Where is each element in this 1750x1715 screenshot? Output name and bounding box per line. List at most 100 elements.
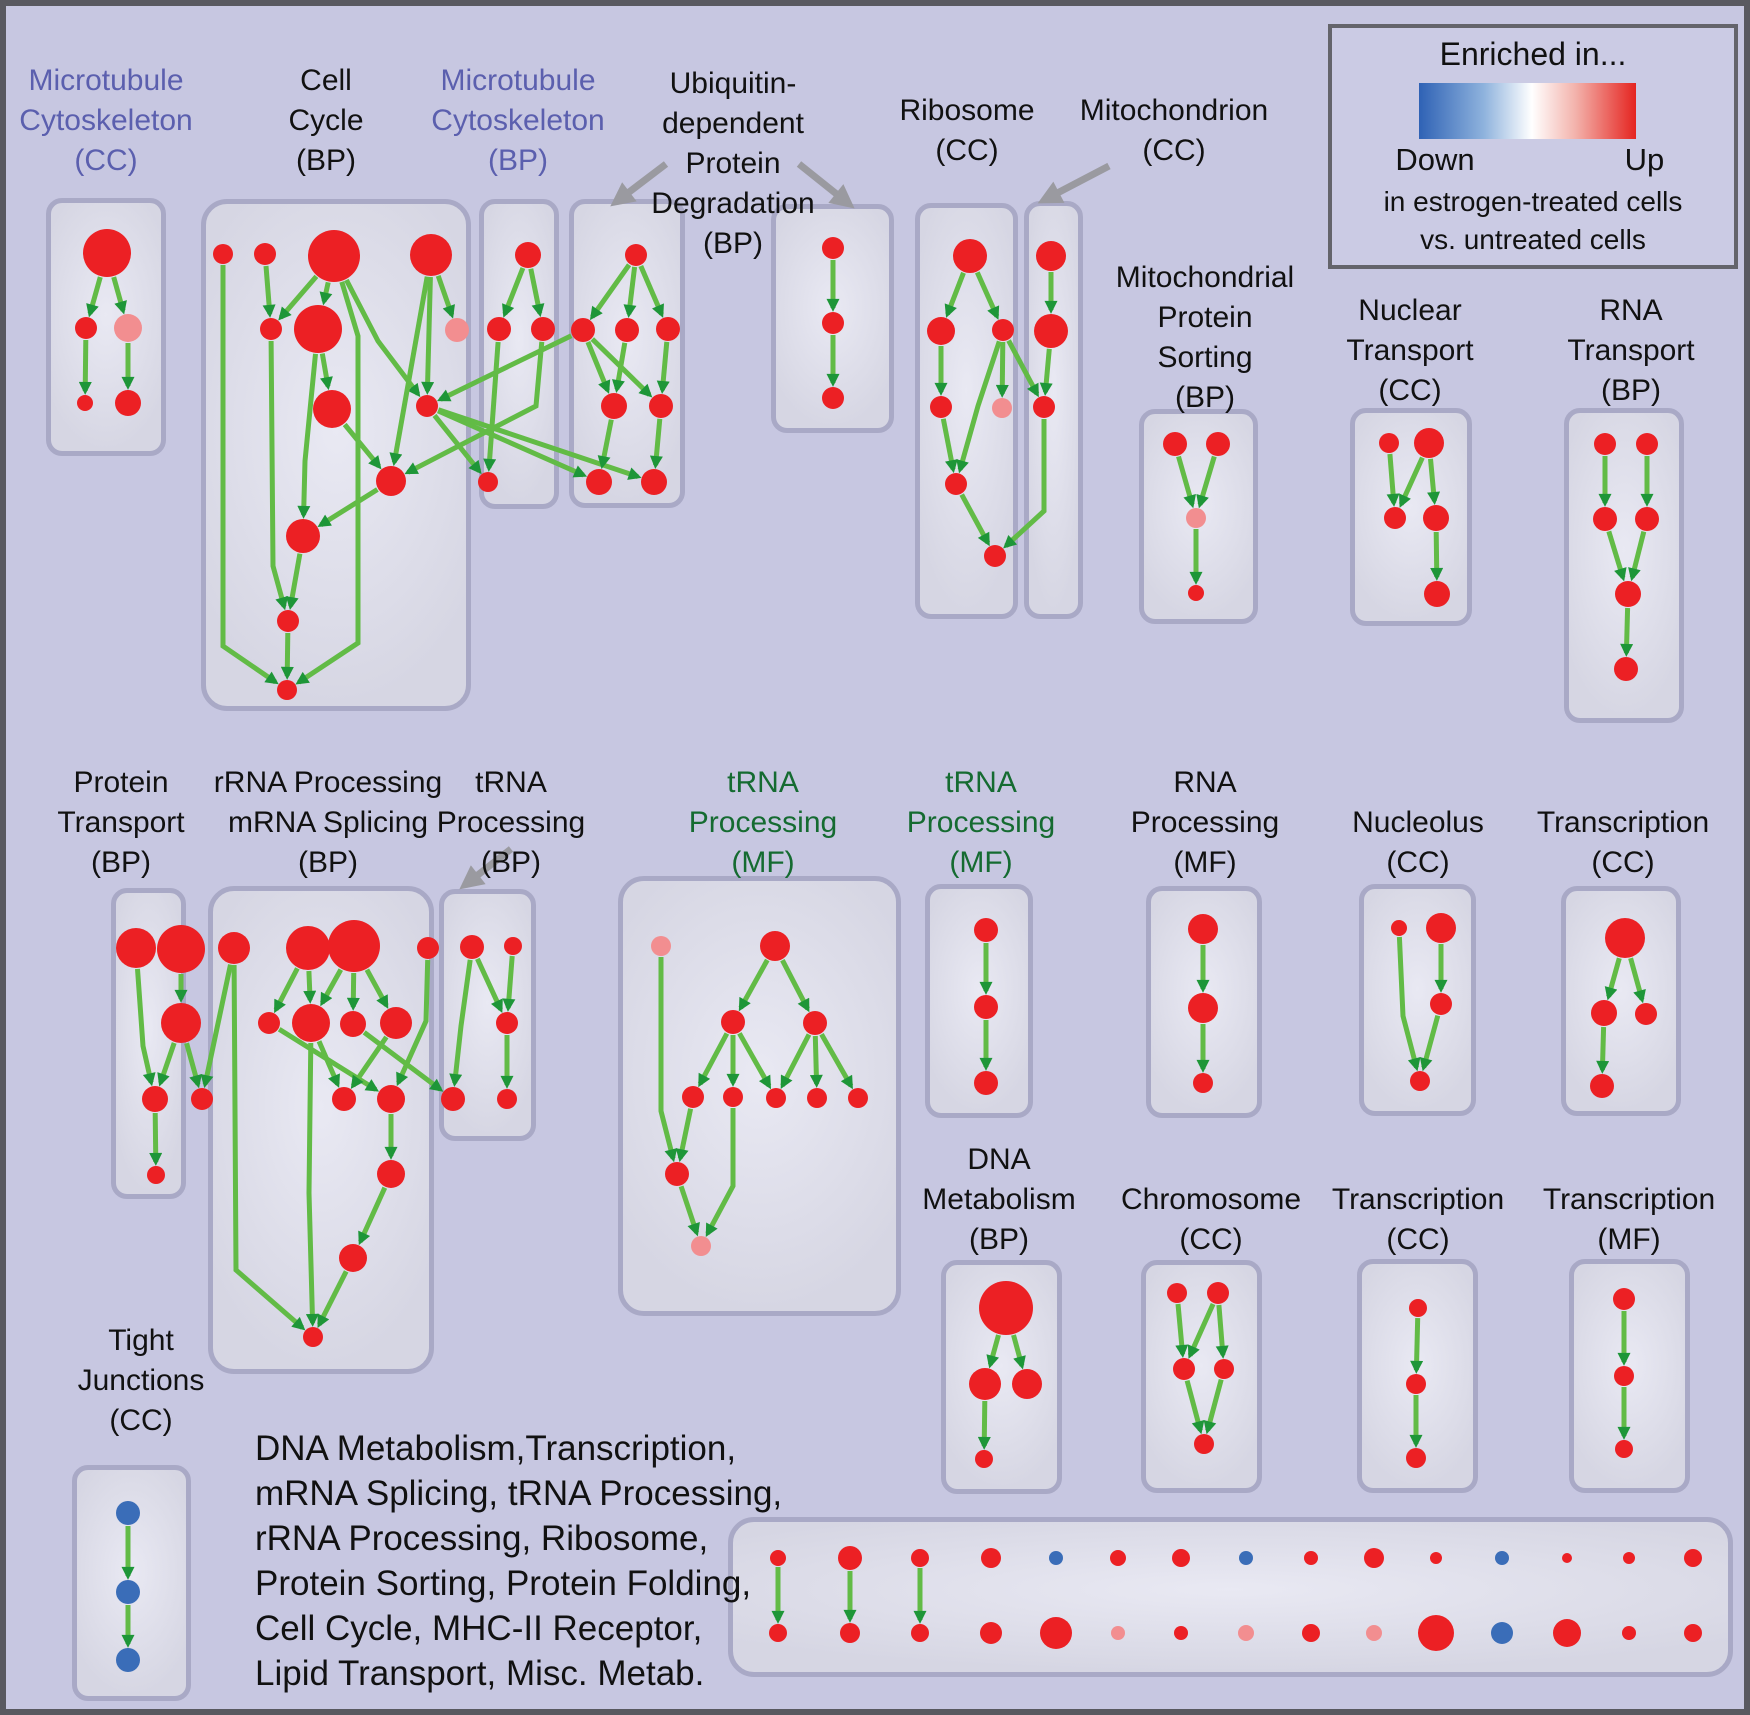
- gene-node-bb7: [1238, 1625, 1254, 1641]
- gene-node-bt1: [838, 1546, 862, 1570]
- gene-node-a4: [77, 395, 93, 411]
- edge-r1-ri: [231, 964, 306, 1331]
- gene-node-p2: [157, 925, 205, 973]
- gene-node-u5: [649, 394, 673, 418]
- gene-node-u1: [571, 318, 595, 342]
- gene-node-x1: [1036, 241, 1066, 271]
- edge-u4-u6: [597, 419, 614, 470]
- edge-r1-p5: [200, 964, 233, 1089]
- cluster-label-trna-processing-bp: tRNA Processing (BP): [436, 766, 586, 879]
- edge-uT-u2: [623, 266, 638, 318]
- gene-node-r4: [417, 937, 439, 959]
- gene-node-a5: [115, 390, 141, 416]
- gene-node-cG: [445, 318, 469, 342]
- cluster-label-ubiquitin-dependent-protein-degradation-bp: Ubiquitin- dependent Protein Degradation…: [651, 67, 815, 260]
- cluster-label-transcription-mf: Transcription (MF): [1542, 1183, 1716, 1256]
- gene-node-g2: [116, 1580, 140, 1604]
- gene-node-rb2: [292, 1004, 330, 1042]
- cluster-label-ribosome-cc: Ribosome (CC): [899, 94, 1035, 167]
- cluster-label-transcription-cc-2: Transcription (CC): [1331, 1183, 1505, 1256]
- gene-node-i2: [1591, 1000, 1617, 1026]
- edge-s2-s4: [697, 1032, 730, 1088]
- edge-a1-a3: [111, 276, 127, 315]
- gene-node-e3: [1406, 1448, 1426, 1468]
- gene-node-mK: [478, 472, 498, 492]
- gene-node-t3: [496, 1012, 518, 1034]
- edge-r2-rb2: [303, 970, 317, 1004]
- cluster-label-microtubule-cytoskeleton-cc: Microtubule Cytoskeleton (CC): [19, 64, 193, 177]
- edge-c1-c3: [1175, 1303, 1189, 1358]
- gene-node-cJ: [376, 466, 406, 496]
- gene-node-ra: [258, 1012, 280, 1034]
- misc-clusters-text: DNA Metabolism,Transcription, mRNA Splic…: [255, 1429, 783, 1693]
- cluster-box-nuclear-transport: [1350, 408, 1472, 626]
- gene-node-bb8: [1302, 1624, 1320, 1642]
- gene-node-cB: [254, 243, 276, 265]
- gene-node-cF: [294, 305, 342, 353]
- edge-cC-cO: [295, 281, 361, 685]
- gene-node-bt13: [1623, 1552, 1635, 1564]
- edge-z2-z3: [1398, 456, 1425, 508]
- gene-node-y1: [1163, 432, 1187, 456]
- cluster-label-nuclear-transport-cc: Nuclear Transport (CC): [1346, 294, 1474, 407]
- cluster-label-rrna-processing-mrna-splicing-bp: rRNA Processing mRNA Splicing (BP): [213, 766, 443, 879]
- edge-y1-y3: [1176, 455, 1196, 509]
- gene-node-z3: [1384, 507, 1406, 529]
- edge-rb2-re: [316, 1040, 340, 1088]
- cluster-label-chromosome-cc: Chromosome (CC): [1120, 1183, 1302, 1256]
- edge-a1-a2: [86, 276, 103, 318]
- gene-node-d2: [969, 1368, 1001, 1400]
- edge-y2-y3: [1196, 455, 1217, 509]
- legend-down-label: Down: [1395, 142, 1475, 177]
- edge-w1-w3: [975, 271, 1000, 320]
- gene-node-s3: [803, 1011, 827, 1035]
- gene-node-re: [332, 1087, 356, 1111]
- gene-node-bt0: [770, 1550, 786, 1566]
- gene-node-s4: [682, 1086, 704, 1108]
- gene-node-bt10: [1430, 1552, 1442, 1564]
- gene-node-p1: [116, 928, 156, 968]
- edge-rb2-ri: [305, 1042, 319, 1327]
- edge-t1-t4: [449, 959, 473, 1087]
- gene-node-d1: [979, 1281, 1033, 1335]
- edge-cD-cI: [421, 276, 435, 395]
- cluster-label-microtubule-cytoskeleton-bp: Microtubule Cytoskeleton (BP): [431, 64, 605, 177]
- edge-p4-p6: [149, 1112, 163, 1166]
- edge-c2-c3: [1187, 1302, 1216, 1359]
- gene-node-t5: [497, 1089, 517, 1109]
- gene-node-z4: [1423, 505, 1449, 531]
- edge-uT-u1: [589, 263, 632, 321]
- edge-t1-t3: [475, 957, 503, 1013]
- edge-i1-i2: [1604, 957, 1622, 1001]
- gene-node-a2: [75, 317, 97, 339]
- edge-u3-u5: [656, 341, 670, 394]
- edge-w3-w5: [995, 341, 1009, 398]
- gene-node-cE: [260, 318, 282, 340]
- gene-node-bt2: [911, 1549, 929, 1567]
- gene-node-d3: [1012, 1369, 1042, 1399]
- edge-w1-w2: [944, 271, 966, 318]
- gene-node-cO: [277, 680, 297, 700]
- cluster-label-transcription-cc-1: Transcription (CC): [1536, 806, 1710, 879]
- gene-node-f3: [1615, 1440, 1633, 1458]
- cluster-box-trna-processing-bp: [439, 889, 536, 1141]
- edge-mL-mK: [483, 341, 501, 472]
- label-pointer-arrow-icon: [610, 161, 669, 207]
- gene-node-y2: [1206, 432, 1230, 456]
- edge-r3-rc: [346, 972, 360, 1011]
- gene-node-j3: [1193, 1073, 1213, 1093]
- gene-node-bb4: [1040, 1617, 1072, 1649]
- edge-p3-p4: [157, 1042, 177, 1087]
- cluster-label-cell-cycle-bp: Cell Cycle (BP): [288, 64, 364, 177]
- edge-cC-cE: [278, 274, 319, 321]
- gene-node-q1: [1594, 433, 1616, 455]
- edge-x3-w7: [1003, 419, 1047, 549]
- edge-r3-rd: [364, 968, 389, 1009]
- gene-node-rd: [380, 1007, 412, 1039]
- gene-node-q2: [1636, 433, 1658, 455]
- edge-rh-ri: [317, 1270, 349, 1328]
- edge-h1-h4: [1396, 936, 1421, 1072]
- gene-node-bb3: [980, 1622, 1002, 1644]
- edge-w3-x3: [1006, 339, 1040, 398]
- gene-node-cM: [286, 519, 320, 553]
